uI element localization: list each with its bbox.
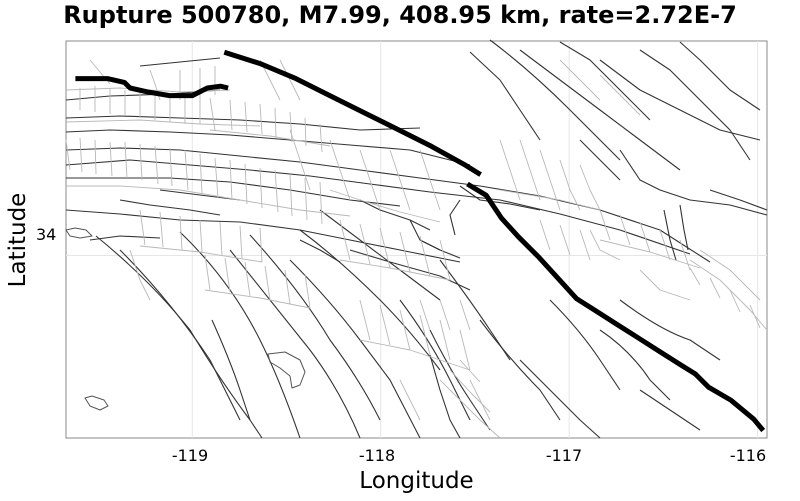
grid [66, 41, 767, 438]
rupture-trace-1 [75, 76, 229, 99]
rupture-trace-3 [466, 181, 766, 433]
plot-frame [65, 40, 768, 439]
x-tick-label: -118 [358, 446, 396, 465]
x-tick-label: -119 [171, 446, 209, 465]
x-axis-label: Longitude [359, 468, 474, 494]
rupture-trace-2 [223, 49, 482, 177]
x-tick-label: -116 [729, 446, 767, 465]
background-faults [65, 39, 768, 439]
y-tick-label: 34 [36, 225, 57, 244]
x-tick-label: -117 [545, 446, 583, 465]
y-axis-label: Latitude [5, 192, 31, 288]
rupture-traces [75, 49, 766, 433]
chart-title: Rupture 500780, M7.99, 408.95 km, rate=2… [63, 1, 737, 29]
